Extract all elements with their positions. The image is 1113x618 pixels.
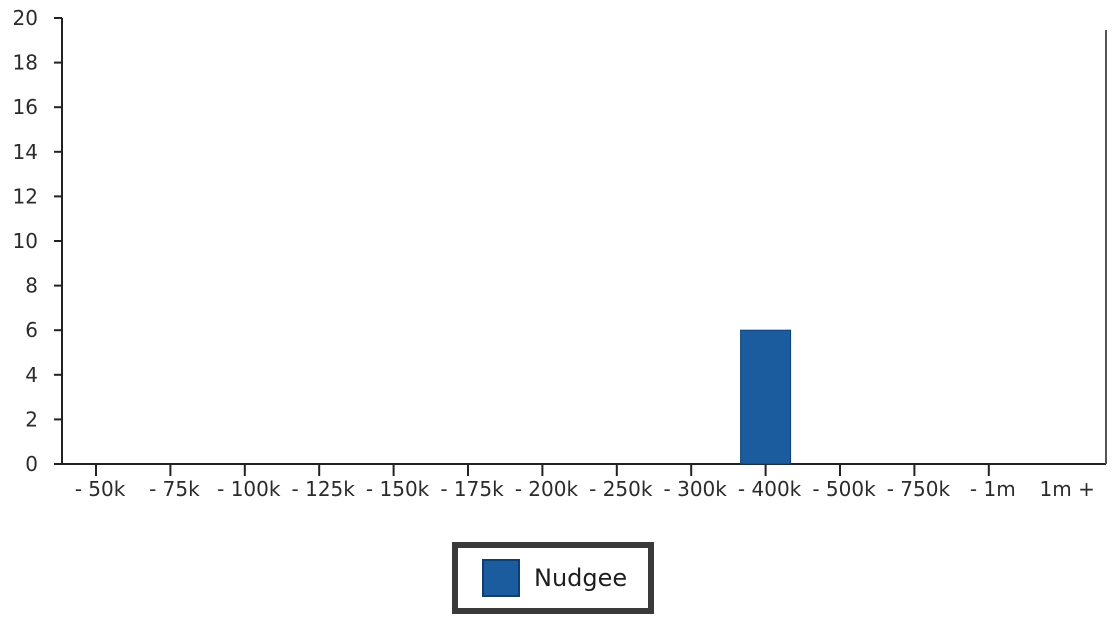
- x-tick-label: - 75k: [149, 477, 200, 501]
- x-tick-label: - 150k: [366, 477, 430, 501]
- y-tick-label: 10: [13, 229, 38, 253]
- y-tick-label: 8: [25, 274, 38, 298]
- y-axis: 0 2 4 6 8 10 12 14 16 18 20: [13, 6, 63, 476]
- y-tick-label: 0: [25, 452, 38, 476]
- legend: Nudgee: [452, 542, 654, 614]
- x-tick-label: 1m +: [1040, 477, 1095, 501]
- legend-label-nudgee: Nudgee: [534, 564, 628, 592]
- y-tick-label: 16: [13, 95, 38, 119]
- bars: [740, 329, 792, 465]
- y-tick-label: 14: [13, 140, 38, 164]
- bar-nudgee-9: [740, 329, 792, 465]
- y-tick-label: 12: [13, 184, 38, 208]
- x-tick-label: - 400k: [738, 477, 802, 501]
- x-tick-label: - 200k: [515, 477, 579, 501]
- y-tick-label: 2: [25, 407, 38, 431]
- x-tick-label: - 750k: [887, 477, 951, 501]
- x-tick-label: - 1m: [970, 477, 1016, 501]
- x-tick-label: - 100k: [217, 477, 281, 501]
- y-tick-label: 6: [25, 318, 38, 342]
- x-tick-label: - 175k: [440, 477, 504, 501]
- y-tick-label: 20: [13, 6, 38, 30]
- y-tick-label: 18: [13, 51, 38, 75]
- x-tick-label: - 50k: [75, 477, 126, 501]
- legend-swatch-nudgee: [482, 559, 520, 597]
- y-tick-label: 4: [25, 363, 38, 387]
- x-tick-label: - 125k: [292, 477, 356, 501]
- x-tick-label: - 500k: [812, 477, 876, 501]
- x-tick-label: - 300k: [664, 477, 728, 501]
- x-tick-label: - 250k: [589, 477, 653, 501]
- x-axis: - 50k - 75k - 100k - 125k - 150k - 175k - 200k…: [62, 463, 1106, 501]
